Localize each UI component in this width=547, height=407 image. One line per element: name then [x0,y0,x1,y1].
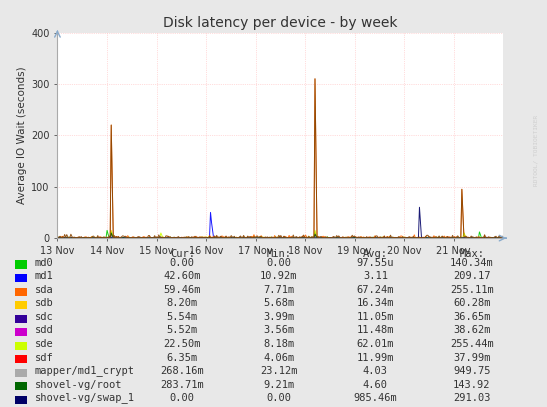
Text: mapper/md1_crypt: mapper/md1_crypt [35,365,135,376]
Text: Avg:: Avg: [363,249,388,259]
Text: 5.68m: 5.68m [263,298,294,309]
Text: 140.34m: 140.34m [450,258,494,268]
Text: 0.00: 0.00 [170,393,195,403]
Text: shovel-vg/swap_1: shovel-vg/swap_1 [35,393,135,403]
Text: md1: md1 [35,271,54,281]
Text: 268.16m: 268.16m [160,366,204,376]
Text: 22.50m: 22.50m [164,339,201,349]
Bar [15,287,27,295]
Text: 16.34m: 16.34m [357,298,394,309]
Text: 283.71m: 283.71m [160,380,204,389]
Bar [15,341,27,350]
Text: 60.28m: 60.28m [453,298,491,309]
Text: 255.11m: 255.11m [450,285,494,295]
Text: 255.44m: 255.44m [450,339,494,349]
Bar [15,260,27,269]
Bar [15,315,27,323]
Text: 11.05m: 11.05m [357,312,394,322]
Bar [15,328,27,336]
Text: 8.18m: 8.18m [263,339,294,349]
Text: shovel-vg/root: shovel-vg/root [35,380,123,389]
Text: 0.00: 0.00 [266,258,292,268]
Text: 3.56m: 3.56m [263,326,294,335]
Text: 5.54m: 5.54m [167,312,198,322]
Bar [15,355,27,363]
Text: Cur:: Cur: [170,249,195,259]
Text: sdc: sdc [35,312,54,322]
Text: sdd: sdd [35,326,54,335]
Text: 8.20m: 8.20m [167,298,198,309]
Text: 6.35m: 6.35m [167,352,198,363]
Text: 9.21m: 9.21m [263,380,294,389]
Text: 0.00: 0.00 [266,393,292,403]
Text: 143.92: 143.92 [453,380,491,389]
Text: 10.92m: 10.92m [260,271,298,281]
Text: 949.75: 949.75 [453,366,491,376]
Bar [15,274,27,282]
Y-axis label: Average IO Wait (seconds): Average IO Wait (seconds) [17,66,27,204]
Text: 62.01m: 62.01m [357,339,394,349]
Text: 4.60: 4.60 [363,380,388,389]
Text: 11.99m: 11.99m [357,352,394,363]
Bar [15,396,27,404]
Text: sda: sda [35,285,54,295]
Text: 36.65m: 36.65m [453,312,491,322]
Text: 209.17: 209.17 [453,271,491,281]
Text: 291.03: 291.03 [453,393,491,403]
Text: 3.99m: 3.99m [263,312,294,322]
Text: sdf: sdf [35,352,54,363]
Text: md0: md0 [35,258,54,268]
Text: 42.60m: 42.60m [164,271,201,281]
Text: Max:: Max: [459,249,484,259]
Text: 11.48m: 11.48m [357,326,394,335]
Text: 3.11: 3.11 [363,271,388,281]
Bar [15,301,27,309]
Text: 4.06m: 4.06m [263,352,294,363]
Text: 97.55u: 97.55u [357,258,394,268]
Text: 37.99m: 37.99m [453,352,491,363]
Text: 0.00: 0.00 [170,258,195,268]
Text: 985.46m: 985.46m [353,393,397,403]
Bar [15,382,27,390]
Text: Min:: Min: [266,249,292,259]
Bar [15,369,27,377]
Text: RDTOOL/ TOBIOETIKER: RDTOOL/ TOBIOETIKER [534,115,539,186]
Text: 7.71m: 7.71m [263,285,294,295]
Text: sdb: sdb [35,298,54,309]
Title: Disk latency per device - by week: Disk latency per device - by week [163,16,398,30]
Text: 4.03: 4.03 [363,366,388,376]
Text: 38.62m: 38.62m [453,326,491,335]
Text: 59.46m: 59.46m [164,285,201,295]
Text: 23.12m: 23.12m [260,366,298,376]
Text: sde: sde [35,339,54,349]
Text: 5.52m: 5.52m [167,326,198,335]
Text: 67.24m: 67.24m [357,285,394,295]
